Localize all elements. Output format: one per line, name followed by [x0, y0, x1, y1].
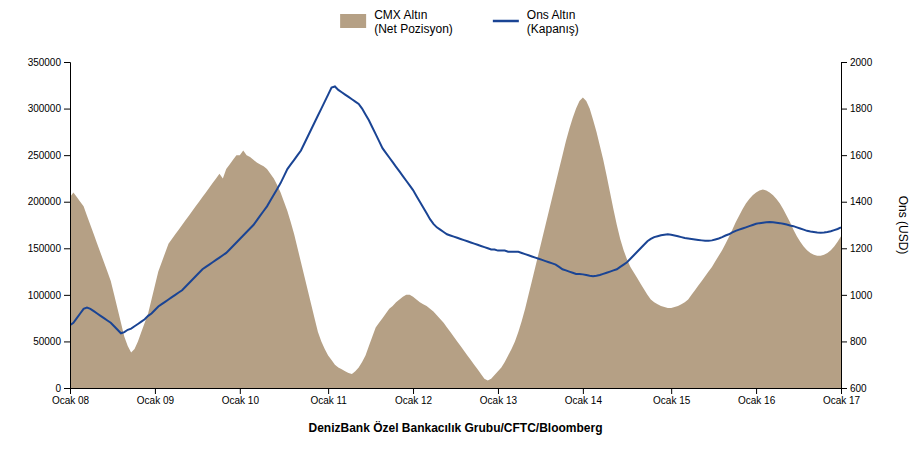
tick-mark [841, 155, 847, 156]
tick-label: 600 [850, 383, 867, 394]
tick-label: 2000 [850, 57, 873, 68]
x-tick: Ocak 12 [395, 388, 433, 406]
x-axis: Ocak 08 Ocak 09 Ocak 10 Ocak 11 Ocak 12 Ocak … [52, 388, 861, 406]
x-tick: Ocak 13 [480, 388, 518, 406]
x-tick: Ocak 15 [653, 388, 691, 406]
x-axis-title: DenizBank Özel Bankacılık Grubu/CFTC/Blo… [308, 420, 602, 435]
tick-label: Ocak 09 [137, 395, 175, 406]
tick-label: 300000 [28, 103, 62, 114]
y-tick: 50000 [33, 336, 70, 347]
y2-axis-title: Ons (USD) [896, 196, 910, 255]
tick-mark [841, 388, 847, 389]
tick-mark [64, 248, 70, 249]
plot: Ocak 08 Ocak 09 Ocak 10 Ocak 11 Ocak 12 Ocak … [28, 57, 873, 406]
axis-line [842, 63, 848, 389]
legend-item: CMX Altın(Net Pozisyon) [340, 8, 453, 36]
tick-label: Ocak 12 [395, 395, 433, 406]
tick-label: 50000 [33, 336, 61, 347]
legend-item: Ons Altın(Kapanış) [493, 8, 579, 36]
tick-label: 1800 [850, 103, 873, 114]
legend-swatch [493, 20, 519, 23]
y-tick: 0 [55, 383, 70, 394]
tick-label: 100000 [28, 290, 62, 301]
tick-label: 1000 [850, 290, 873, 301]
tick-label: 0 [55, 383, 61, 394]
tick-label: 1200 [850, 243, 873, 254]
tick-mark [64, 202, 70, 203]
tick-mark [841, 248, 847, 249]
area [70, 97, 841, 388]
tick-mark [841, 62, 847, 63]
x-tick: Ocak 11 [310, 388, 347, 406]
y2-axis: 600 800 1000 1200 1400 1600 1800 2000 [841, 57, 873, 394]
y-tick: 100000 [28, 290, 70, 301]
x-tick: Ocak 10 [222, 388, 260, 406]
tick-mark [583, 388, 584, 394]
tick-mark [64, 62, 70, 63]
tick-label: 1600 [850, 150, 873, 161]
y-tick: 150000 [28, 243, 70, 254]
y2-tick: 1800 [841, 103, 873, 114]
tick-mark [240, 388, 241, 394]
y-tick: 200000 [28, 196, 70, 207]
tick-label: 350000 [28, 57, 62, 68]
tick-mark [64, 341, 70, 342]
tick-mark [841, 341, 847, 342]
tick-mark [64, 155, 70, 156]
legend-swatch [340, 14, 366, 28]
y-tick: 300000 [28, 103, 70, 114]
tick-label: Ocak 11 [310, 395, 347, 406]
tick-label: 200000 [28, 196, 62, 207]
y2-tick: 800 [841, 336, 867, 347]
axis-line [71, 389, 842, 395]
tick-mark [841, 202, 847, 203]
y2-tick: 1200 [841, 243, 873, 254]
legend: CMX Altın(Net Pozisyon) Ons Altın(Kapanış… [340, 8, 579, 36]
tick-mark [328, 388, 329, 394]
tick-mark [671, 388, 672, 394]
tick-label: 1400 [850, 196, 873, 207]
tick-label: Ocak 10 [222, 395, 260, 406]
legend-label: CMX Altın(Net Pozisyon) [374, 8, 453, 36]
tick-label: Ocak 17 [823, 395, 861, 406]
tick-mark [413, 388, 414, 394]
line [70, 86, 841, 333]
chart: Ocak 08 Ocak 09 Ocak 10 Ocak 11 Ocak 12 Ocak … [0, 0, 919, 450]
tick-mark [756, 388, 757, 394]
y2-tick: 1400 [841, 196, 873, 207]
y2-tick: 1000 [841, 290, 873, 301]
axis-line [64, 63, 71, 389]
tick-label: 250000 [28, 150, 62, 161]
tick-mark [155, 388, 156, 394]
y2-tick: 2000 [841, 57, 873, 68]
tick-mark [64, 109, 70, 110]
y2-tick: 600 [841, 383, 867, 394]
y-tick: 250000 [28, 150, 70, 161]
y-tick: 350000 [28, 57, 70, 68]
y2-tick: 1600 [841, 150, 873, 161]
tick-mark [841, 295, 847, 296]
x-tick: Ocak 16 [738, 388, 776, 406]
x-tick: Ocak 14 [565, 388, 603, 406]
tick-mark [64, 295, 70, 296]
tick-label: Ocak 16 [738, 395, 776, 406]
legend-label: Ons Altın(Kapanış) [527, 8, 579, 36]
tick-label: 150000 [28, 243, 62, 254]
tick-label: Ocak 14 [565, 395, 603, 406]
tick-label: Ocak 15 [653, 395, 691, 406]
tick-label: Ocak 08 [52, 395, 90, 406]
tick-mark [498, 388, 499, 394]
tick-mark [64, 388, 70, 389]
tick-label: Ocak 13 [480, 395, 518, 406]
y-axis: 0 50000 100000 150000 200000 250000 300000 3500… [28, 57, 71, 394]
marks [70, 86, 841, 388]
tick-mark [841, 109, 847, 110]
tick-label: 800 [850, 336, 867, 347]
x-tick: Ocak 09 [137, 388, 175, 406]
